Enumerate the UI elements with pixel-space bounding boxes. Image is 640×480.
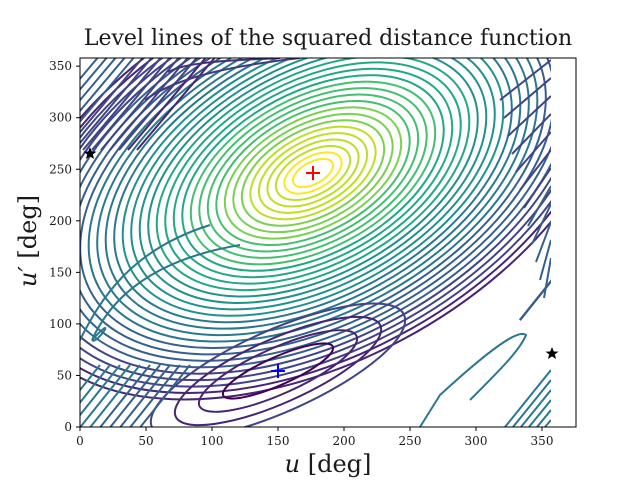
y-tick-label: 150 <box>49 265 72 279</box>
x-unit: [deg] <box>307 450 372 478</box>
y-axis-ticks: 0 50 100 150 200 250 300 350 <box>49 59 80 434</box>
x-axis-label: u [deg] <box>80 450 576 478</box>
x-tick-label: 200 <box>333 434 356 448</box>
x-tick-label: 150 <box>267 434 290 448</box>
x-tick-label: 100 <box>201 434 224 448</box>
x-tick-label: 350 <box>531 434 554 448</box>
y-tick-label: 50 <box>57 368 72 382</box>
y-axis-label: u′ [deg] <box>14 156 42 326</box>
x-tick-label: 300 <box>465 434 488 448</box>
min-marker <box>271 364 285 378</box>
x-var: u <box>284 450 301 478</box>
x-axis-ticks: 0 50 100 150 200 250 300 350 <box>76 427 553 448</box>
star-marker-right <box>545 347 559 359</box>
y-tick-label: 200 <box>49 214 72 228</box>
star-marker-left <box>83 147 97 159</box>
y-tick-label: 300 <box>49 111 72 125</box>
x-tick-label: 250 <box>399 434 422 448</box>
y-tick-label: 350 <box>49 59 72 73</box>
y-var: u′ <box>14 266 42 288</box>
y-tick-label: 100 <box>49 317 72 331</box>
y-tick-label: 0 <box>64 420 72 434</box>
axes-frame <box>79 57 577 428</box>
chart-title: Level lines of the squared distance func… <box>83 26 573 51</box>
y-unit: [deg] <box>14 194 42 259</box>
y-tick-label: 250 <box>49 162 72 176</box>
x-tick-label: 0 <box>76 434 84 448</box>
x-tick-label: 50 <box>138 434 153 448</box>
max-marker <box>306 166 320 180</box>
